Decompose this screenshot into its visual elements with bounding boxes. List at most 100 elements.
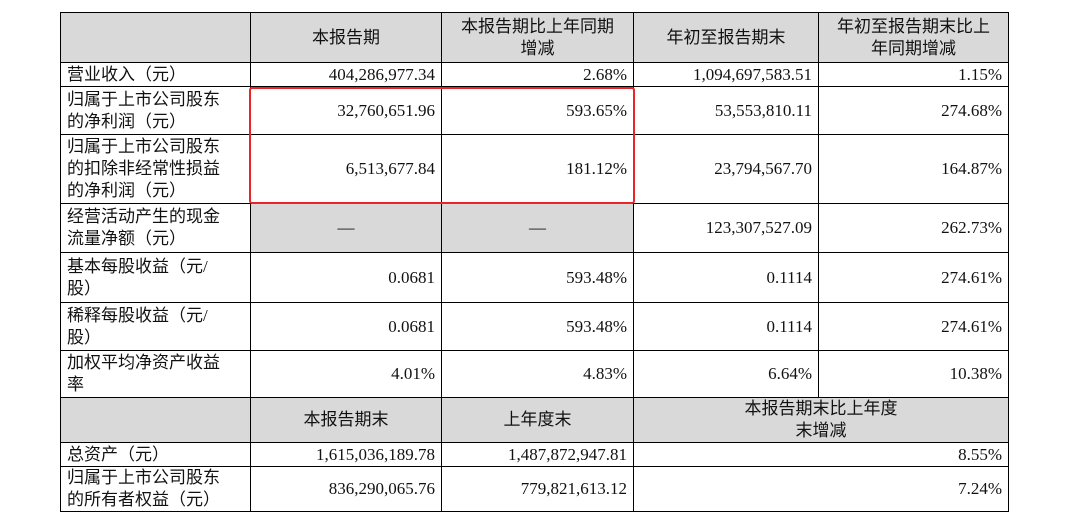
- table-cell: 53,553,810.11: [633, 86, 819, 135]
- table-cell: 7.24%: [633, 466, 1009, 512]
- header-row: 本报告期末 上年度末 本报告期末比上年度末增减: [60, 397, 1009, 443]
- cell-text: 总资产（元）: [67, 444, 169, 464]
- cell-text: 274.61%: [941, 316, 1002, 336]
- table-cell: 274.61%: [818, 252, 1009, 303]
- cell-text: 1,094,697,583.51: [693, 64, 812, 84]
- table-cell: —: [441, 203, 634, 253]
- table-cell: 年初至报告期末比上年同期增减: [818, 12, 1009, 63]
- table-cell: 123,307,527.09: [633, 203, 819, 253]
- cell-text: 本报告期: [312, 27, 380, 47]
- cell-text: 本报告期末: [303, 410, 389, 429]
- cell-text: 262.73%: [941, 218, 1002, 237]
- cell-text: 8.55%: [958, 444, 1002, 464]
- cell-text: 本报告期末比上年度末增减: [744, 399, 898, 440]
- table-cell: 836,290,065.76: [250, 466, 442, 512]
- cell-text: 836,290,065.76: [328, 479, 435, 498]
- table-cell: 经营活动产生的现金流量净额（元）: [60, 203, 251, 253]
- cell-text: 123,307,527.09: [705, 218, 812, 237]
- data-row: 归属于上市公司股东的所有者权益（元） 836,290,065.76 779,821,…: [60, 466, 1009, 512]
- cell-text: 年初至报告期末: [666, 27, 786, 47]
- table-cell: 4.83%: [441, 350, 634, 398]
- cell-text: —: [529, 218, 546, 237]
- cell-text: 6.64%: [768, 364, 812, 383]
- cell-text: 164.87%: [941, 159, 1002, 178]
- table-cell: 稀释每股收益（元/股）: [60, 302, 251, 351]
- data-row: 稀释每股收益（元/股） 0.0681 593.48% 0.1114 274.61%: [60, 302, 1009, 351]
- cell-text: 10.38%: [949, 364, 1002, 383]
- table-cell: [60, 12, 251, 63]
- cell-text: 0.1114: [766, 267, 813, 287]
- table-cell: 8.55%: [633, 442, 1009, 467]
- table-cell: 上年度末: [441, 397, 634, 443]
- table-cell: 6.64%: [633, 350, 819, 398]
- cell-text: 6,513,677.84: [345, 159, 435, 178]
- cell-text: 1,487,872,947.81: [508, 444, 627, 464]
- header-row: 本报告期 本报告期比上年同期增减 年初至报告期末 年初至报告期末比上年同期增减: [60, 12, 1009, 63]
- cell-text: 274.61%: [941, 267, 1002, 287]
- table-cell: 加权平均净资产收益率: [60, 350, 251, 398]
- data-row: 经营活动产生的现金流量净额（元） — — 123,307,527.09 262.73%: [60, 203, 1009, 253]
- table-cell: 1,094,697,583.51: [633, 62, 819, 87]
- data-row: 归属于上市公司股东的扣除非经常性损益的净利润（元） 6,513,677.84 181…: [60, 134, 1009, 204]
- table-cell: 本报告期末比上年度末增减: [633, 397, 1009, 443]
- cell-text: 593.65%: [566, 100, 627, 120]
- cell-text: 404,286,977.34: [328, 64, 435, 84]
- cell-text: 2.68%: [583, 64, 627, 84]
- table-cell: 0.1114: [633, 302, 819, 351]
- cell-text: 稀释每股收益（元/股）: [67, 305, 208, 347]
- cell-text: 年初至报告期末比上年同期增减: [837, 16, 990, 58]
- cell-text: 274.68%: [941, 100, 1002, 120]
- data-row: 总资产（元） 1,615,036,189.78 1,487,872,947.81 8.…: [60, 442, 1009, 467]
- table-cell: 本报告期比上年同期增减: [441, 12, 634, 63]
- cell-text: 1,615,036,189.78: [316, 444, 435, 464]
- table-cell: 基本每股收益（元/股）: [60, 252, 251, 303]
- cell-text: 779,821,613.12: [520, 479, 627, 498]
- table-cell: 10.38%: [818, 350, 1009, 398]
- cell-text: 营业收入（元）: [67, 64, 186, 84]
- table-cell: 1,615,036,189.78: [250, 442, 442, 467]
- table-cell: 181.12%: [441, 134, 634, 204]
- cell-text: 0.0681: [388, 316, 435, 336]
- table-cell: 32,760,651.96: [250, 86, 442, 135]
- table-cell: 年初至报告期末: [633, 12, 819, 63]
- cell-text: 经营活动产生的现金流量净额（元）: [67, 207, 220, 248]
- cell-text: —: [337, 218, 355, 237]
- table-cell: 404,286,977.34: [250, 62, 442, 87]
- cell-text: 593.48%: [566, 267, 627, 287]
- table-cell: 归属于上市公司股东的扣除非经常性损益的净利润（元）: [60, 134, 251, 204]
- table-body: 本报告期 本报告期比上年同期增减 年初至报告期末 年初至报告期末比上年同期增减营业收入…: [60, 12, 1009, 512]
- table-cell: 2.68%: [441, 62, 634, 87]
- cell-text: 7.24%: [958, 479, 1002, 498]
- data-row: 归属于上市公司股东的净利润（元） 32,760,651.96 593.65% 53,5…: [60, 86, 1009, 135]
- cell-text: 本报告期比上年同期增减: [461, 16, 614, 58]
- cell-text: 0.0681: [388, 267, 435, 287]
- table-cell: 779,821,613.12: [441, 466, 634, 512]
- table-cell: 164.87%: [818, 134, 1009, 204]
- cell-text: 归属于上市公司股东的所有者权益（元）: [67, 468, 220, 509]
- table-cell: 0.1114: [633, 252, 819, 303]
- cell-text: 0.1114: [766, 316, 813, 336]
- cell-text: 归属于上市公司股东的扣除非经常性损益的净利润（元）: [67, 137, 220, 200]
- cell-text: 基本每股收益（元/股）: [67, 256, 208, 298]
- table-cell: —: [250, 203, 442, 253]
- table-cell: 0.0681: [250, 252, 442, 303]
- cell-text: 加权平均净资产收益率: [67, 353, 220, 394]
- cell-text: 上年度末: [503, 410, 572, 429]
- table-cell: 0.0681: [250, 302, 442, 351]
- table-cell: 6,513,677.84: [250, 134, 442, 204]
- cell-text: 53,553,810.11: [714, 100, 812, 120]
- table-cell: 23,794,567.70: [633, 134, 819, 204]
- cell-text: 181.12%: [566, 159, 627, 178]
- table-cell: 归属于上市公司股东的净利润（元）: [60, 86, 251, 135]
- cell-text: 4.83%: [583, 364, 627, 383]
- table-cell: 营业收入（元）: [60, 62, 251, 87]
- data-row: 加权平均净资产收益率 4.01% 4.83% 6.64% 10.38%: [60, 350, 1009, 398]
- table-cell: 4.01%: [250, 350, 442, 398]
- cell-text: 归属于上市公司股东的净利润（元）: [67, 89, 220, 131]
- table-cell: 1,487,872,947.81: [441, 442, 634, 467]
- cell-text: 1.15%: [958, 64, 1002, 84]
- table-cell: 归属于上市公司股东的所有者权益（元）: [60, 466, 251, 512]
- table-cell: 总资产（元）: [60, 442, 251, 467]
- table-cell: 本报告期: [250, 12, 442, 63]
